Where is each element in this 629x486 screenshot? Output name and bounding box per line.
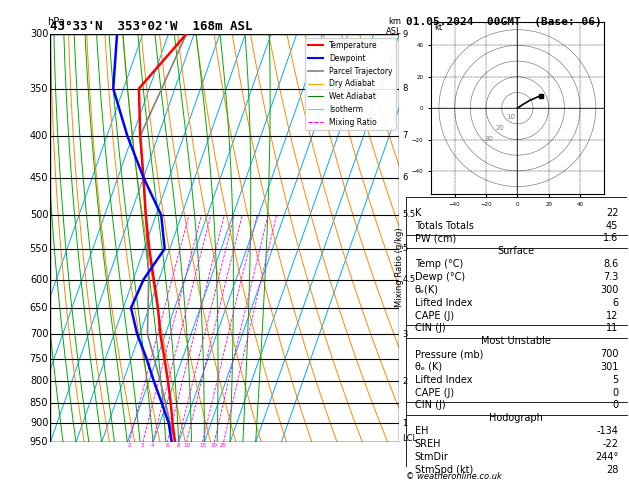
Text: 6: 6 (612, 297, 618, 308)
Text: 650: 650 (30, 303, 48, 313)
Text: CIN (J): CIN (J) (415, 400, 445, 410)
Text: -22: -22 (602, 439, 618, 449)
Text: 1.6: 1.6 (603, 233, 618, 243)
Text: hPa: hPa (47, 17, 65, 27)
Text: 45: 45 (606, 221, 618, 230)
Text: θₑ (K): θₑ (K) (415, 362, 442, 372)
Text: 500: 500 (30, 210, 48, 220)
Text: 5: 5 (403, 244, 408, 253)
Text: 43°33'N  353°02'W  168m ASL: 43°33'N 353°02'W 168m ASL (50, 20, 253, 33)
Text: 600: 600 (30, 275, 48, 284)
Text: Dewp (°C): Dewp (°C) (415, 272, 465, 282)
Text: 750: 750 (30, 353, 48, 364)
Text: Most Unstable: Most Unstable (481, 336, 552, 346)
Text: Surface: Surface (498, 246, 535, 256)
Text: © weatheronline.co.uk: © weatheronline.co.uk (406, 472, 501, 481)
Text: 28: 28 (606, 465, 618, 475)
Text: 2: 2 (403, 377, 408, 386)
Text: 450: 450 (30, 173, 48, 183)
Text: Pressure (mb): Pressure (mb) (415, 349, 483, 359)
Text: kt: kt (434, 23, 442, 32)
Text: Lifted Index: Lifted Index (415, 297, 472, 308)
Text: SREH: SREH (415, 439, 441, 449)
Text: 20: 20 (211, 443, 218, 448)
Text: Temp (°C): Temp (°C) (415, 259, 463, 269)
Text: CAPE (J): CAPE (J) (415, 311, 454, 320)
Text: 301: 301 (600, 362, 618, 372)
Text: CAPE (J): CAPE (J) (415, 387, 454, 398)
Text: 700: 700 (30, 329, 48, 339)
Text: 5: 5 (612, 375, 618, 385)
Text: 6: 6 (165, 443, 169, 448)
Text: EH: EH (415, 426, 428, 436)
Text: 10: 10 (183, 443, 190, 448)
Text: 11: 11 (606, 323, 618, 333)
Text: 3: 3 (403, 330, 408, 339)
Text: 850: 850 (30, 398, 48, 408)
Text: 0: 0 (612, 387, 618, 398)
Text: 9: 9 (403, 30, 408, 38)
Text: 5.5: 5.5 (403, 210, 416, 220)
Text: 7: 7 (403, 131, 408, 140)
Text: 0: 0 (612, 400, 618, 410)
Text: 800: 800 (30, 376, 48, 386)
Text: -134: -134 (596, 426, 618, 436)
Text: PW (cm): PW (cm) (415, 233, 456, 243)
Text: 25: 25 (220, 443, 227, 448)
Text: K: K (415, 208, 421, 218)
Text: CIN (J): CIN (J) (415, 323, 445, 333)
Legend: Temperature, Dewpoint, Parcel Trajectory, Dry Adiabat, Wet Adiabat, Isotherm, Mi: Temperature, Dewpoint, Parcel Trajectory… (304, 38, 396, 130)
Text: 300: 300 (600, 285, 618, 295)
Text: 244°: 244° (595, 452, 618, 462)
Text: 4: 4 (151, 443, 155, 448)
Text: StmSpd (kt): StmSpd (kt) (415, 465, 473, 475)
Text: 950: 950 (30, 437, 48, 447)
Text: 700: 700 (600, 349, 618, 359)
Text: 20: 20 (496, 125, 504, 131)
Text: 22: 22 (606, 208, 618, 218)
Text: 12: 12 (606, 311, 618, 320)
Text: LCL: LCL (403, 434, 418, 443)
Text: 3: 3 (141, 443, 145, 448)
Text: 4.5: 4.5 (403, 275, 416, 284)
Text: 2: 2 (128, 443, 131, 448)
Text: 8.6: 8.6 (603, 259, 618, 269)
Text: 300: 300 (30, 29, 48, 39)
Text: 8: 8 (403, 84, 408, 93)
Text: Hodograph: Hodograph (489, 413, 543, 423)
Text: 30: 30 (484, 136, 493, 142)
Text: θₑ(K): θₑ(K) (415, 285, 438, 295)
Text: 10: 10 (506, 114, 515, 120)
Text: 900: 900 (30, 418, 48, 428)
Text: 400: 400 (30, 131, 48, 141)
Text: 7.3: 7.3 (603, 272, 618, 282)
Text: Totals Totals: Totals Totals (415, 221, 474, 230)
Text: Lifted Index: Lifted Index (415, 375, 472, 385)
Text: 6: 6 (403, 173, 408, 182)
Text: 01.05.2024  00GMT  (Base: 06): 01.05.2024 00GMT (Base: 06) (406, 17, 601, 27)
Text: km
ASL: km ASL (386, 17, 401, 36)
Text: 1: 1 (403, 418, 408, 428)
Text: StmDir: StmDir (415, 452, 448, 462)
Text: 350: 350 (30, 84, 48, 94)
Text: 550: 550 (30, 243, 48, 254)
Text: 15: 15 (199, 443, 206, 448)
Text: 8: 8 (176, 443, 180, 448)
Text: Mixing Ratio (g/kg): Mixing Ratio (g/kg) (395, 227, 404, 307)
